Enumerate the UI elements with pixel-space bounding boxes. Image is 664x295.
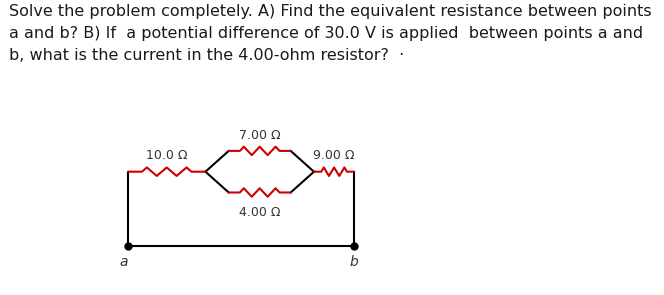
Text: 9.00 Ω: 9.00 Ω [313, 150, 355, 163]
Text: b: b [350, 255, 359, 269]
Text: 4.00 Ω: 4.00 Ω [239, 206, 280, 219]
Text: a: a [120, 255, 128, 269]
Text: Solve the problem completely. A) Find the equivalent resistance between points
a: Solve the problem completely. A) Find th… [9, 4, 651, 63]
Text: 7.00 Ω: 7.00 Ω [239, 129, 280, 142]
Text: 10.0 Ω: 10.0 Ω [146, 150, 187, 163]
